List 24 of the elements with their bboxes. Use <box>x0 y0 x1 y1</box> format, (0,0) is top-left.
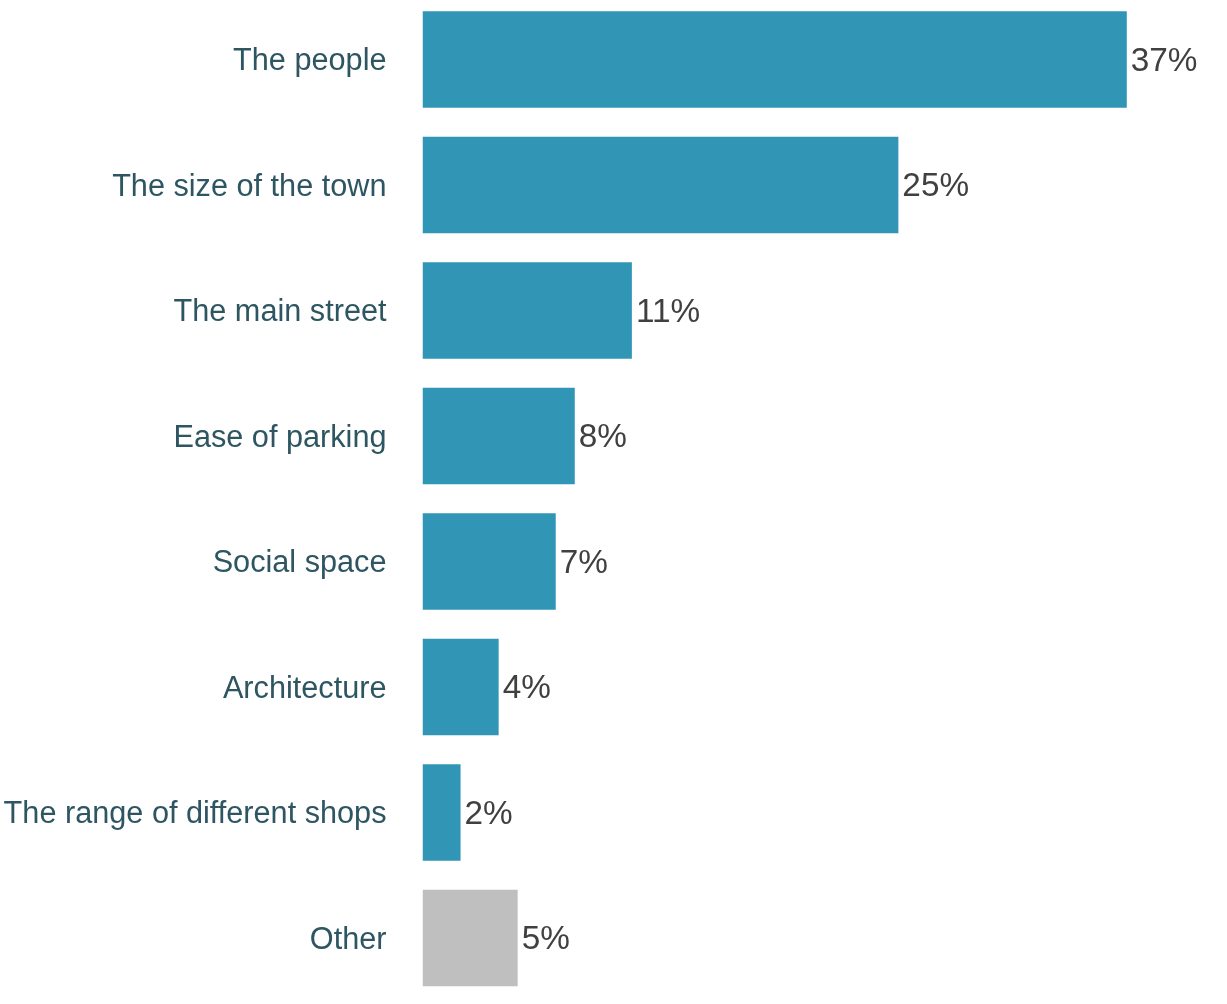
bar <box>422 889 518 987</box>
data-label: 2% <box>464 793 513 831</box>
bar <box>422 262 632 359</box>
y-tick-label: Ease of parking <box>173 418 387 454</box>
y-tick-label: The size of the town <box>112 167 387 202</box>
y-tick-label: The main street <box>173 293 387 328</box>
bar <box>422 136 899 234</box>
bar <box>422 513 556 610</box>
bar <box>422 764 461 861</box>
data-label: 5% <box>521 919 570 957</box>
data-label: 11% <box>635 291 701 329</box>
bar <box>422 638 499 736</box>
data-label: 4% <box>502 668 551 706</box>
y-tick-label: Social space <box>212 544 387 580</box>
data-label: 8% <box>578 417 627 455</box>
data-label: 25% <box>902 166 970 204</box>
y-tick-label: The range of different shops <box>3 795 387 831</box>
bar <box>422 387 575 485</box>
y-tick-label: Other <box>309 920 387 955</box>
data-label: 37% <box>1130 40 1198 78</box>
y-tick-label: Architecture <box>222 669 387 704</box>
bar <box>422 11 1127 108</box>
data-label: 7% <box>559 542 608 580</box>
y-tick-label: The people <box>233 42 387 78</box>
